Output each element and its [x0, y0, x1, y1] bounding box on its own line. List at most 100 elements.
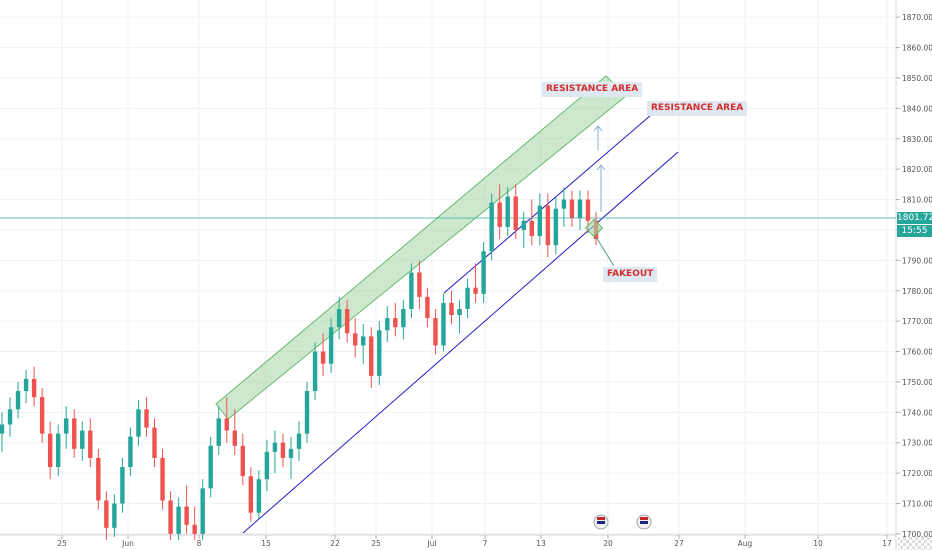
candle: [264, 439, 270, 492]
event-icon-2[interactable]: [636, 514, 652, 530]
x-tick-label: 13: [536, 539, 546, 548]
candle: [216, 406, 221, 455]
candle-body: [561, 199, 567, 209]
candle: [288, 436, 294, 480]
candlestick-series: [0, 184, 599, 540]
candle: [433, 308, 438, 355]
candle: [208, 436, 213, 498]
y-tick-label: 1700.000: [902, 530, 932, 539]
candle: [385, 305, 390, 343]
y-tick-label: 1790.000: [902, 256, 932, 265]
resistance-area-label-2: RESISTANCE AREA: [647, 101, 748, 116]
candle-body: [569, 199, 575, 218]
candle-body: [369, 336, 374, 376]
candle: [39, 388, 45, 443]
candle-body: [88, 430, 93, 458]
candle-body: [417, 272, 422, 297]
candle-body: [288, 448, 294, 458]
candle: [352, 318, 358, 358]
candle-body: [39, 397, 45, 434]
bottom-right-corner: [898, 537, 932, 550]
candle: [361, 324, 366, 364]
candle: [176, 497, 181, 540]
candle: [521, 211, 526, 249]
candle: [240, 433, 246, 486]
candle-body: [377, 330, 382, 376]
candle: [0, 412, 5, 452]
candle: [144, 397, 149, 437]
event-icon-1[interactable]: [593, 514, 609, 530]
y-tick-label: 1760.000: [902, 348, 932, 357]
candle: [537, 193, 543, 246]
candle-body: [449, 302, 454, 316]
x-tick-label: Jul: [426, 539, 436, 548]
candle: [31, 366, 37, 407]
candle: [128, 427, 133, 477]
candle: [304, 381, 310, 443]
candle-body: [55, 433, 61, 468]
x-tick-label: Jun: [121, 539, 134, 548]
y-tick-label: 1740.000: [902, 408, 932, 417]
countdown-badge: 15:55: [897, 225, 932, 237]
candle: [529, 199, 534, 246]
candle: [168, 491, 173, 540]
x-tick-label: 8: [197, 539, 202, 548]
y-tick-label: 1780.000: [902, 287, 932, 296]
candle-body: [344, 308, 350, 334]
candle-body: [328, 327, 334, 364]
candle: [7, 397, 13, 437]
candle-body: [224, 418, 229, 431]
candle: [104, 491, 109, 540]
candle-body: [537, 205, 543, 237]
x-tick-label: 25: [371, 539, 381, 548]
candle-body: [256, 479, 262, 513]
candle: [184, 485, 189, 534]
x-tick-label: 10: [813, 539, 823, 548]
candle-body: [47, 433, 53, 468]
candle-body: [409, 272, 414, 309]
fakeout-box: [584, 218, 604, 238]
candle: [553, 196, 559, 255]
candle-body: [529, 220, 534, 237]
arrow-1-head: [593, 125, 603, 132]
candle-body: [7, 409, 13, 425]
candle-body: [264, 451, 270, 480]
candle: [312, 342, 318, 401]
x-tick-label: 20: [603, 539, 613, 548]
candle-body: [497, 202, 502, 227]
candle: [577, 190, 583, 230]
candle-body: [15, 391, 21, 410]
candle-body: [72, 418, 77, 449]
candle-body: [200, 488, 205, 534]
candle-body: [136, 409, 141, 437]
candle: [15, 381, 21, 419]
candle-body: [553, 208, 559, 246]
candle-body: [272, 442, 278, 452]
candle: [344, 299, 350, 343]
candle-body: [361, 336, 366, 346]
candle-body: [208, 445, 213, 489]
x-tick-label: 22: [330, 539, 340, 548]
candle: [505, 187, 510, 237]
x-tick-label: Aug: [738, 539, 753, 548]
candle-body: [352, 333, 358, 346]
candle-body: [248, 476, 254, 513]
resistance-area-label-1: RESISTANCE AREA: [542, 82, 643, 97]
candle: [112, 494, 117, 537]
candle-body: [176, 506, 181, 534]
candle-body: [152, 427, 157, 458]
candle-body: [296, 433, 302, 449]
candle: [401, 299, 406, 340]
fakeout-label: FAKEOUT: [603, 267, 658, 282]
candle-body: [585, 199, 591, 221]
candle-body: [457, 308, 462, 316]
time-axis[interactable]: 25 Jun 8 15 22 25 Jul 7 13 20 27 Aug 10 17: [57, 535, 892, 548]
candle: [224, 397, 229, 443]
resistance-zone-upper: [215, 75, 627, 420]
candle-body: [489, 202, 494, 252]
price-axis[interactable]: 1870.000 1860.000 1850.000 1840.000 1830.000…: [896, 13, 932, 539]
candle: [449, 290, 454, 325]
candle-body: [385, 318, 390, 331]
candle: [296, 421, 302, 461]
